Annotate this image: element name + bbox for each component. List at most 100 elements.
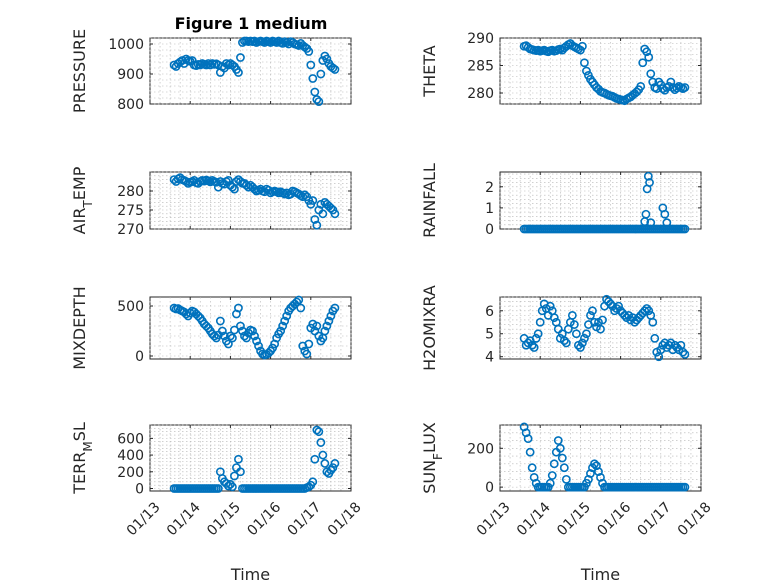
- data-point: [312, 95, 322, 104]
- data-point: [648, 317, 658, 327]
- data-point: [234, 68, 243, 77]
- data-point: [292, 297, 302, 307]
- data-point: [203, 59, 213, 68]
- data-point: [576, 343, 585, 352]
- data-point: [312, 220, 322, 230]
- y-axis-label: RAINFALL: [420, 163, 439, 238]
- subplot-air-temp: 270 275 280 AIRTEMP: [70, 166, 352, 238]
- data-point: [318, 209, 328, 219]
- data-point: [312, 321, 322, 331]
- data-point: [282, 38, 292, 47]
- y-tick-label: 900: [117, 67, 144, 83]
- data-point: [318, 450, 328, 460]
- data-point: [527, 463, 537, 473]
- y-axis-label: MIXDEPTH: [70, 286, 89, 369]
- data-point: [320, 326, 330, 336]
- data-point: [225, 331, 235, 341]
- y-tick-label: 0: [135, 349, 144, 365]
- data-point: [308, 477, 318, 487]
- data-point: [680, 224, 690, 234]
- data-point: [185, 308, 195, 318]
- data-point: [535, 317, 545, 327]
- data-point: [549, 313, 559, 323]
- x-tick-label: 01/14: [514, 499, 554, 539]
- data-point: [230, 325, 239, 335]
- data-point: [238, 38, 247, 47]
- data-point: [326, 311, 336, 321]
- data-point: [648, 77, 658, 87]
- subplot-mixdepth: 0 500 MIXDEPTH: [70, 286, 352, 370]
- data-point: [217, 326, 227, 336]
- data-point: [322, 321, 332, 331]
- x-tick-label: 01/16: [244, 499, 284, 539]
- data-point: [650, 333, 660, 343]
- y-axis-label: PRESSURE: [70, 29, 89, 113]
- data-point: [181, 177, 191, 186]
- data-point: [282, 311, 292, 321]
- y-axis-label: AIRTEMP: [70, 166, 95, 234]
- data-point: [316, 438, 326, 447]
- y-tick-label: 200: [467, 441, 494, 457]
- subplot-rainfall: 0 1 2 RAINFALL: [420, 163, 702, 238]
- x-tick-label: 01/16: [594, 499, 634, 539]
- y-tick-label: 0: [135, 481, 144, 497]
- data-point: [672, 83, 682, 93]
- data-point: [580, 58, 589, 68]
- y-tick-label: 285: [467, 59, 494, 75]
- data-point: [314, 97, 324, 106]
- data-point: [680, 482, 690, 492]
- data-point: [533, 329, 543, 339]
- subplot-theta: 280 285 290 THETA: [420, 31, 702, 106]
- subplot-sun-flux: 01/13 01/14 01/15 01/16 01/17 01/18 0 200 SUNFLU…: [420, 422, 715, 583]
- x-axis-label: Time: [580, 565, 620, 583]
- data-point: [324, 316, 334, 326]
- data-point: [266, 38, 275, 47]
- data-point: [545, 478, 555, 488]
- data-point: [213, 484, 223, 493]
- data-point: [641, 209, 651, 219]
- data-point: [215, 316, 225, 326]
- x-tick-label: 01/17: [285, 499, 325, 539]
- data-point: [582, 66, 591, 76]
- data-point: [294, 295, 304, 305]
- data-point: [644, 306, 654, 316]
- data-point: [557, 453, 567, 463]
- data-point: [680, 350, 690, 359]
- data-point: [666, 77, 676, 87]
- data-point: [330, 459, 340, 468]
- data-point: [236, 321, 245, 331]
- data-point: [678, 347, 688, 357]
- data-point: [250, 36, 259, 46]
- data-point: [310, 454, 320, 464]
- data-point: [640, 306, 650, 316]
- data-point: [578, 41, 587, 51]
- data-point: [308, 196, 318, 205]
- data-point: [219, 331, 229, 341]
- data-point: [642, 304, 652, 313]
- data-point: [646, 218, 656, 228]
- data-point: [209, 331, 219, 341]
- data-point: [236, 467, 245, 477]
- data-point: [254, 341, 263, 351]
- data-point: [638, 58, 648, 68]
- data-point: [308, 74, 318, 83]
- y-tick-label: 1000: [108, 37, 144, 53]
- y-tick-label: 5: [485, 327, 494, 343]
- data-point: [306, 60, 316, 70]
- data-point: [228, 182, 237, 192]
- data-point: [580, 333, 589, 343]
- x-tick-label: 01/17: [635, 499, 675, 539]
- data-point: [588, 306, 597, 316]
- y-axis-label: SUNFLUX: [420, 422, 445, 494]
- y-axis-label: TERRMSL: [70, 422, 95, 495]
- y-tick-label: 4: [485, 350, 494, 366]
- data-point: [561, 474, 571, 484]
- data-point: [330, 303, 340, 313]
- data-point: [296, 303, 306, 313]
- data-point: [304, 47, 314, 56]
- data-point: [234, 303, 243, 313]
- data-point: [250, 331, 259, 341]
- data-point: [549, 459, 559, 469]
- data-point: [284, 39, 294, 49]
- data-point: [278, 321, 288, 331]
